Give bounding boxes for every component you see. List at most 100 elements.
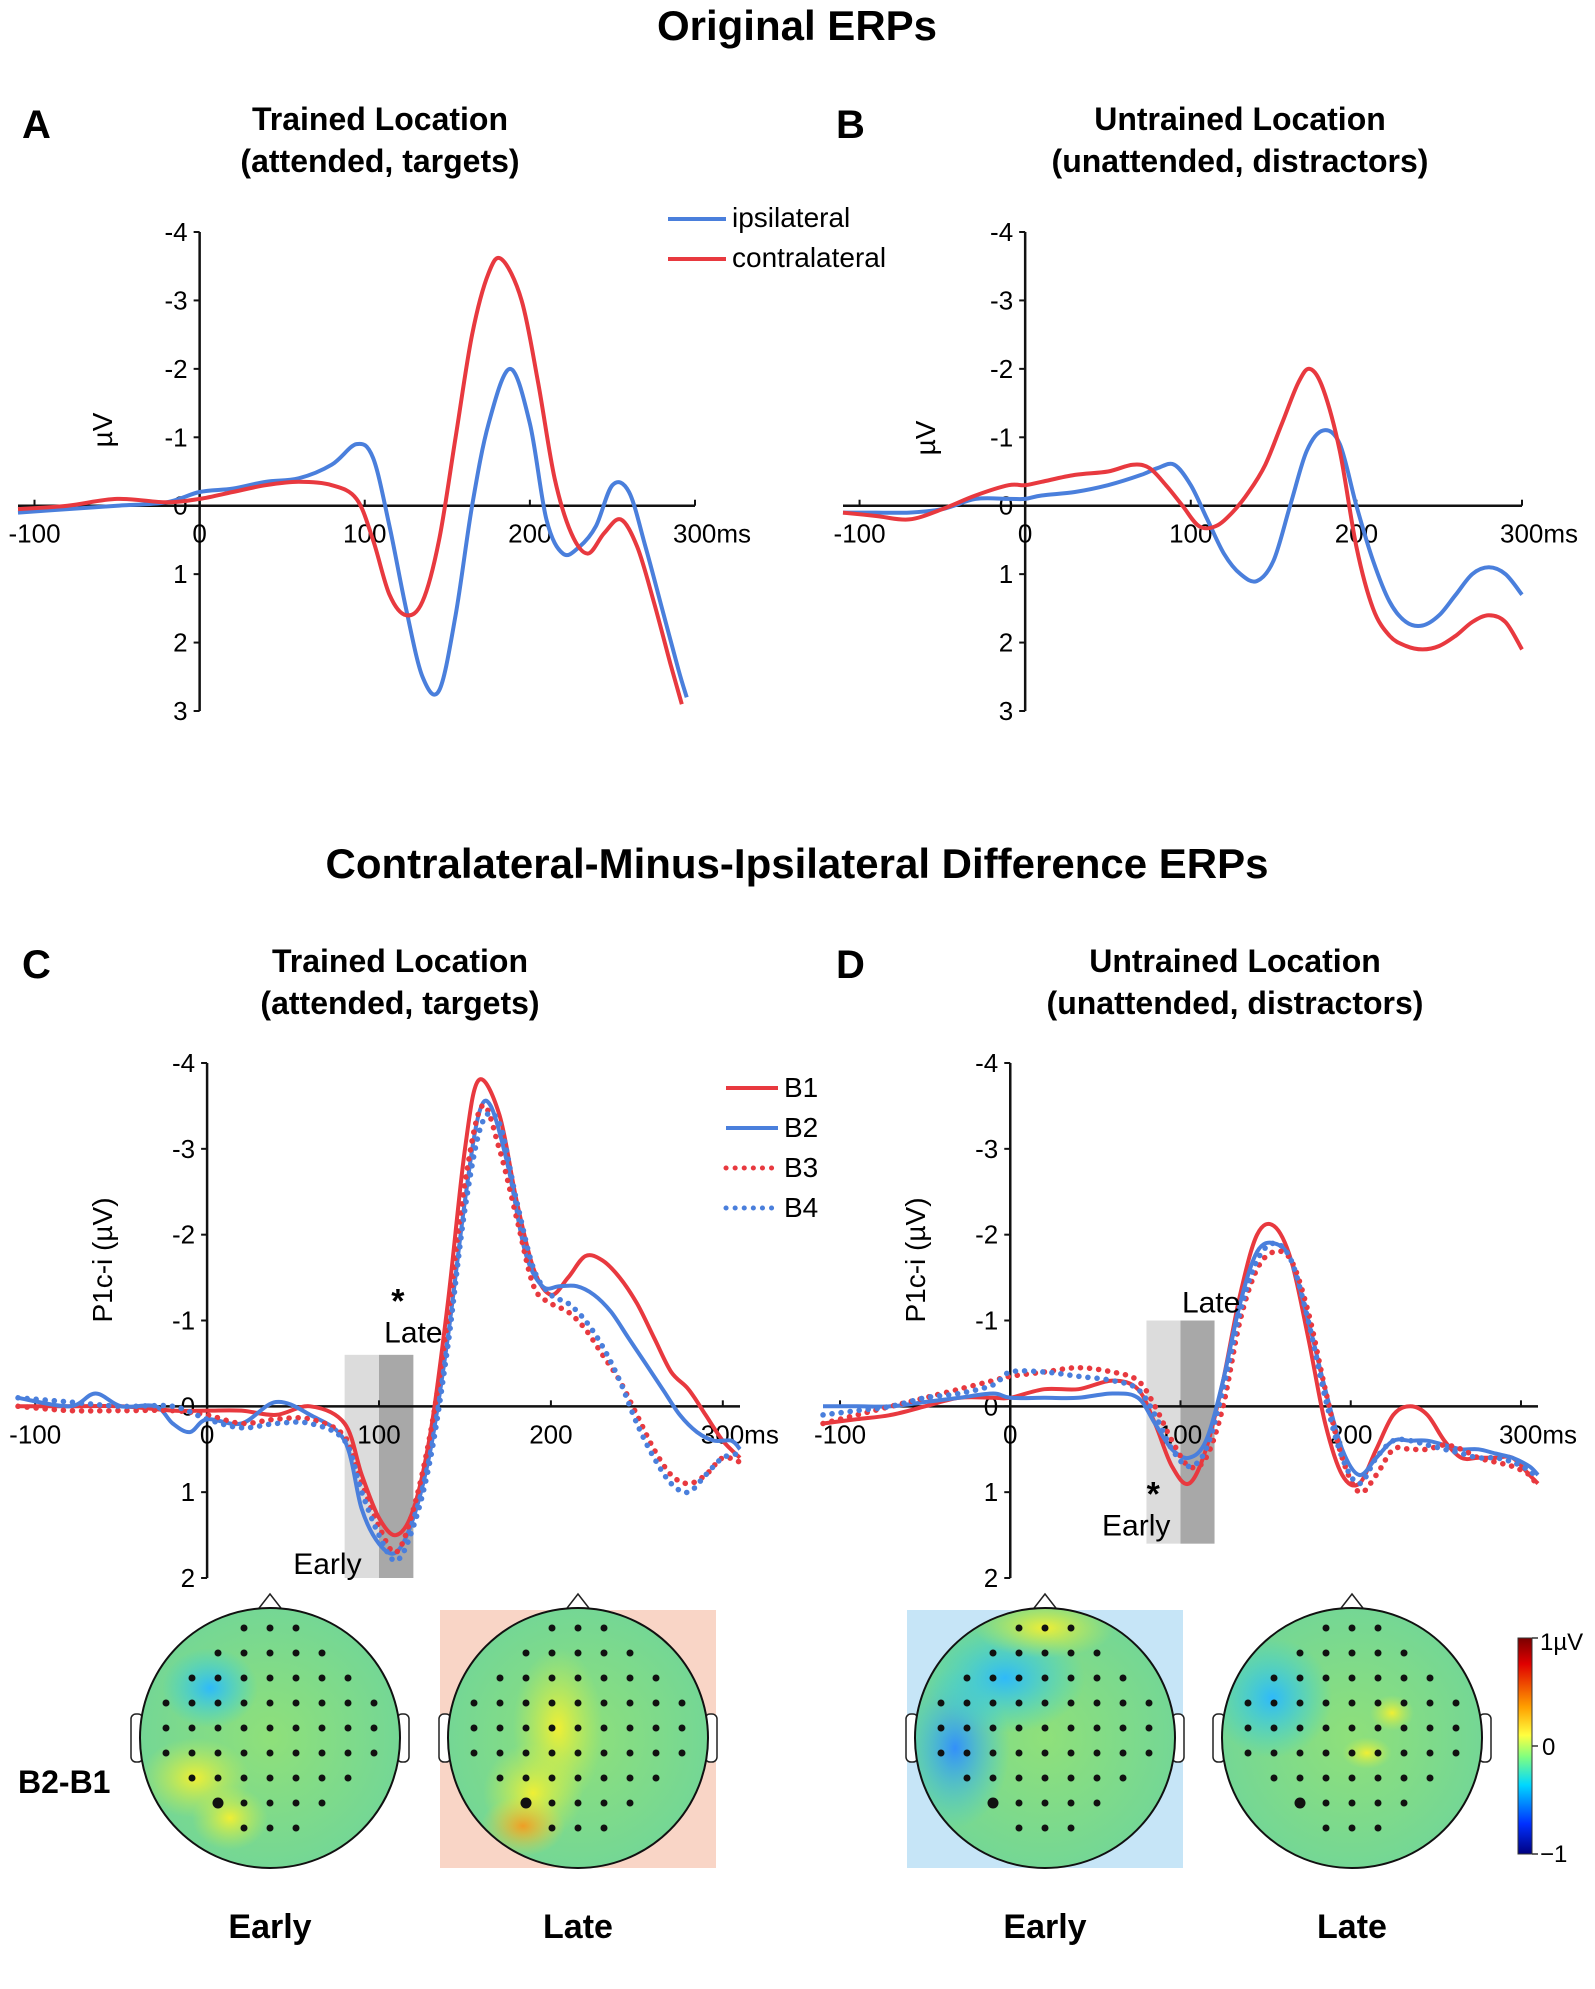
x-tick-label: 0 (1018, 519, 1032, 549)
potential-blob (192, 1786, 268, 1850)
electrode-dot (496, 1724, 504, 1732)
electrode-dot (240, 1774, 248, 1782)
electrode-dot (188, 1774, 196, 1782)
electrode-dot (1041, 1774, 1049, 1782)
electrode-dot (1015, 1674, 1023, 1682)
series-line-b1 (18, 1077, 742, 1538)
electrode-dot (548, 1824, 556, 1832)
potential-blob (481, 1796, 565, 1856)
x-tick-label: -100 (834, 519, 886, 549)
annotation-asterisk: * (391, 1282, 405, 1320)
panel-letter-d: D (836, 943, 865, 987)
electrode-dot (1067, 1799, 1075, 1807)
electrode-dot (370, 1699, 378, 1707)
chart-title-line-2: (attended, targets) (240, 143, 519, 179)
electrode-dot (1041, 1824, 1049, 1832)
legend-label-contralateral: contralateral (732, 242, 886, 273)
electrode-dot (1270, 1724, 1278, 1732)
electrode-dot (1452, 1699, 1460, 1707)
electrode-dot (1067, 1699, 1075, 1707)
electrode-dot (344, 1749, 352, 1757)
y-tick-label: -3 (165, 285, 188, 315)
x-tick-label: 200 (508, 519, 551, 549)
electrode-dot (1374, 1799, 1382, 1807)
electrode-dot (1348, 1774, 1356, 1782)
y-tick-label: -1 (990, 422, 1013, 452)
electrode-dot (548, 1674, 556, 1682)
electrode-dot (600, 1774, 608, 1782)
electrode-dot (1067, 1624, 1075, 1632)
electrode-dot (1093, 1674, 1101, 1682)
electrode-dot (1270, 1699, 1278, 1707)
electrode-dot (989, 1724, 997, 1732)
electrode-dot (214, 1724, 222, 1732)
electrode-dot (292, 1824, 300, 1832)
electrode-dot (1400, 1799, 1408, 1807)
electrode-dot (989, 1699, 997, 1707)
y-tick-label: 2 (173, 628, 187, 658)
electrode-dot (1067, 1674, 1075, 1682)
x-tick-label: 0 (200, 1419, 214, 1449)
electrode-dot (1041, 1799, 1049, 1807)
electrode-dot (1322, 1649, 1330, 1657)
electrode-dot (1244, 1699, 1252, 1707)
electrode-dot (1093, 1699, 1101, 1707)
y-tick-label: -3 (975, 1134, 998, 1164)
electrode-dot (652, 1699, 660, 1707)
electrode-dot (1374, 1674, 1382, 1682)
y-tick-label: 1 (173, 559, 187, 589)
electrode-dot (522, 1674, 530, 1682)
electrode-dot (470, 1699, 478, 1707)
electrode-dot (318, 1799, 326, 1807)
electrode-dot (1374, 1749, 1382, 1757)
electrode-dot (266, 1649, 274, 1657)
chart-title-line-1: Trained Location (272, 943, 528, 979)
electrode-dot (1426, 1774, 1434, 1782)
y-axis-label: µV (910, 420, 941, 455)
x-tick-label: 0 (1003, 1419, 1017, 1449)
electrode-dot (989, 1774, 997, 1782)
electrode-dot (370, 1749, 378, 1757)
electrode-dot (548, 1749, 556, 1757)
electrode-dot (1119, 1749, 1127, 1757)
colorbar-max-label: 1µV (1540, 1629, 1583, 1656)
electrode-dot (987, 1797, 999, 1809)
electrode-dot (496, 1674, 504, 1682)
electrode-dot (1093, 1774, 1101, 1782)
electrode-dot (1296, 1699, 1304, 1707)
electrode-dot (548, 1649, 556, 1657)
electrode-dot (266, 1799, 274, 1807)
electrode-dot (1322, 1774, 1330, 1782)
electrode-dot (292, 1699, 300, 1707)
electrode-dot (574, 1724, 582, 1732)
electrode-dot (678, 1724, 686, 1732)
electrode-dot (574, 1674, 582, 1682)
topomap-label: Late (543, 1908, 613, 1946)
potential-blob (1342, 1737, 1392, 1769)
electrode-dot (574, 1774, 582, 1782)
electrode-dot (1067, 1724, 1075, 1732)
legend-label-b4: B4 (784, 1192, 818, 1223)
topomap-row: Early Late Early Late (130, 1592, 1492, 1946)
electrode-dot (1015, 1824, 1023, 1832)
chart-title-line-2: (unattended, distractors) (1052, 143, 1429, 179)
electrode-dot (626, 1799, 634, 1807)
electrode-dot (240, 1699, 248, 1707)
electrode-dot (496, 1699, 504, 1707)
electrode-dot (600, 1724, 608, 1732)
annotation-late: Late (1182, 1286, 1240, 1319)
y-tick-label: -1 (172, 1306, 195, 1336)
electrode-dot (266, 1624, 274, 1632)
electrode-dot (1270, 1674, 1278, 1682)
electrode-dot (963, 1774, 971, 1782)
annotation-early: Early (1102, 1510, 1170, 1543)
electrode-dot (963, 1724, 971, 1732)
electrode-dot (1093, 1724, 1101, 1732)
electrode-dot (318, 1749, 326, 1757)
electrode-dot (600, 1824, 608, 1832)
colorbar: 1µV 0 −1 (1517, 1629, 1583, 1868)
electrode-dot (1348, 1624, 1356, 1632)
electrode-dot (574, 1749, 582, 1757)
electrode-dot (266, 1824, 274, 1832)
electrode-dot (1067, 1774, 1075, 1782)
